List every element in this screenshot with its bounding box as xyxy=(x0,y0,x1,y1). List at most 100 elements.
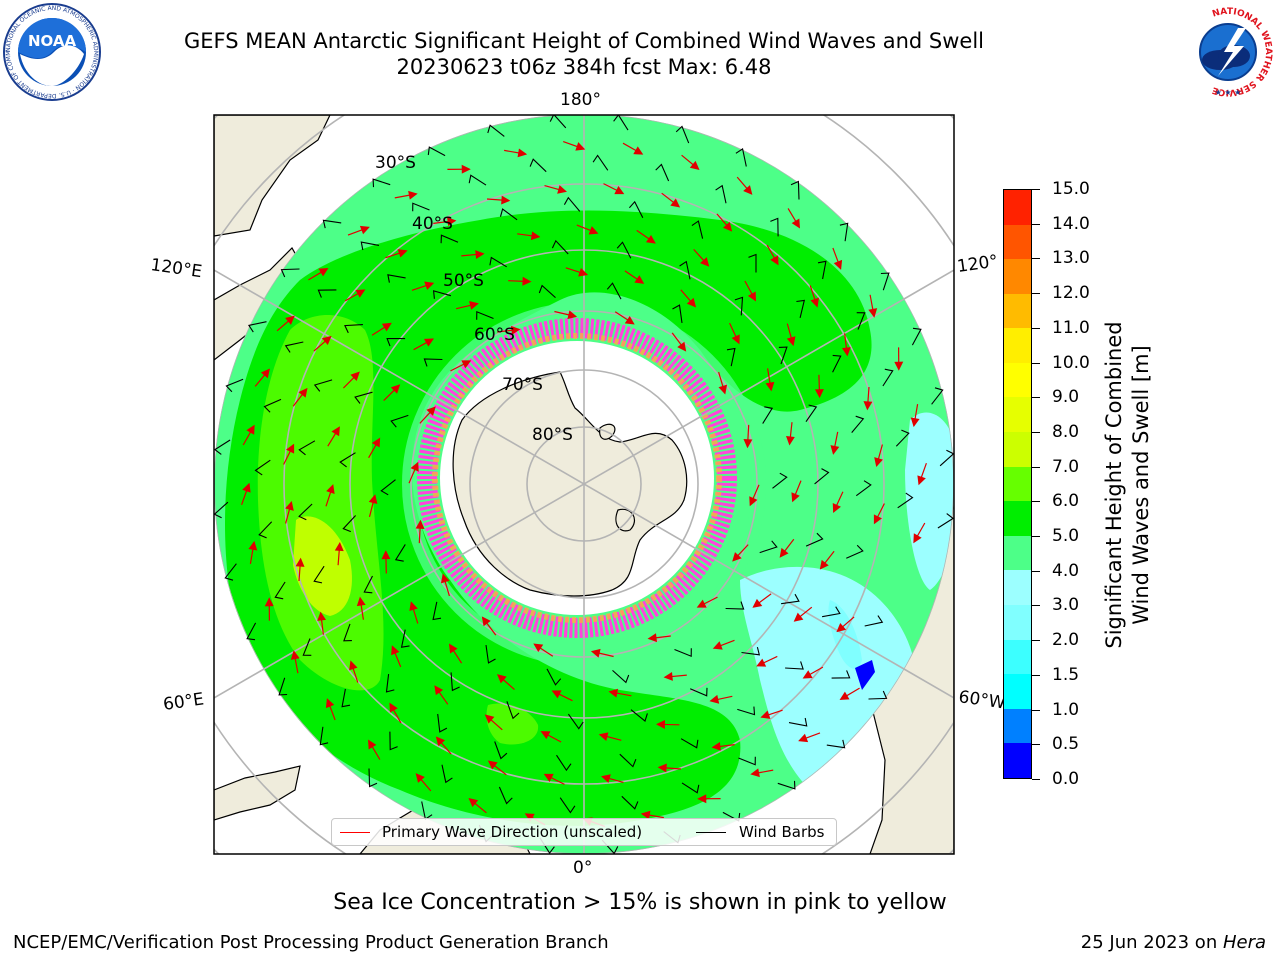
wind-barb xyxy=(551,239,569,255)
wave-arrow-head xyxy=(913,533,922,544)
wind-barb xyxy=(529,158,547,173)
wave-arrow-head xyxy=(832,503,841,514)
wave-arrow-head xyxy=(657,763,667,773)
colorbar-tick xyxy=(1032,327,1040,329)
wind-barb xyxy=(832,354,842,373)
map-legend: Primary Wave Direction (unscaled) Wind B… xyxy=(331,818,837,846)
wind-barb xyxy=(432,601,442,621)
wind-barb xyxy=(386,338,406,347)
wave-arrow-head xyxy=(590,648,601,658)
wave-arrow-head xyxy=(390,384,401,394)
wind-barb xyxy=(319,726,329,746)
wave-arrow-head xyxy=(863,401,873,411)
footer-credit: NCEP/EMC/Verification Post Processing Pr… xyxy=(13,932,609,953)
wave-arrow-head xyxy=(802,670,813,679)
colorbar-tick-label: 0.0 xyxy=(1052,769,1080,789)
wave-arrow-head xyxy=(779,547,789,558)
wave-arrow-head xyxy=(640,810,651,820)
wave-arrow-head xyxy=(647,633,658,643)
wave-arrow-head xyxy=(711,741,721,751)
wind-barb xyxy=(322,219,342,229)
wave-arrow-head xyxy=(424,281,435,290)
wind-barb xyxy=(777,780,796,790)
wave-arrow-head xyxy=(732,552,742,562)
wave-arrow-head xyxy=(290,650,300,660)
wave-direction-legend-label: Primary Wave Direction (unscaled) xyxy=(382,823,643,841)
wind-barb xyxy=(931,387,944,405)
graticule xyxy=(214,115,954,854)
wind-barb xyxy=(805,532,824,547)
wave-arrow-head xyxy=(819,559,829,570)
wind-barb xyxy=(563,196,581,212)
wave-arrow-head xyxy=(440,573,450,584)
colorbar-tick-label: 14.0 xyxy=(1052,213,1090,234)
wave-arrow-head xyxy=(839,691,850,700)
wave-arrow-head xyxy=(575,142,586,151)
wind-barb xyxy=(224,563,237,581)
wind-barb xyxy=(441,764,453,784)
wind-barb xyxy=(468,174,487,186)
wave-arrow-head xyxy=(540,731,551,740)
colorbar-tick xyxy=(1032,501,1040,503)
lat-label-70s: 70°S xyxy=(502,375,543,395)
wave-arrow-head xyxy=(874,457,883,467)
wave-arrow-head xyxy=(567,310,578,320)
wind-barb xyxy=(344,324,363,334)
wave-arrow-head xyxy=(910,417,920,428)
wind-barb xyxy=(302,638,312,656)
wind-barb xyxy=(368,768,378,788)
colorbar-segment xyxy=(1004,432,1031,467)
colorbar-tick xyxy=(1032,779,1040,780)
wave-arrow-head xyxy=(749,496,758,507)
wind-barb xyxy=(280,268,300,278)
wind-barb xyxy=(298,503,313,521)
wave-arrow-head xyxy=(760,710,771,719)
wind-barb xyxy=(363,575,373,594)
wave-arrow-head xyxy=(517,148,528,158)
wind-barb xyxy=(278,677,288,696)
wind-barb xyxy=(298,440,316,456)
colorbar-segment xyxy=(1004,397,1031,433)
wind-barb xyxy=(476,310,494,320)
nws-logo: NATIONAL WEATHER SERVICE ★ ★ ★ xyxy=(1180,4,1276,100)
wave-arrow-head xyxy=(434,685,444,696)
wave-arrow-head xyxy=(836,622,847,633)
lat-label-50s: 50°S xyxy=(443,271,484,291)
sea-ice-note: Sea Ice Concentration > 15% is shown in … xyxy=(333,890,947,915)
wind-barb xyxy=(506,701,520,720)
wave-arrow-head xyxy=(765,381,775,392)
wind-barb xyxy=(831,670,851,679)
wave-arrow-head xyxy=(873,514,882,525)
wind-barb xyxy=(817,260,827,280)
footer-host: Hera xyxy=(1222,932,1266,953)
wave-arrow-head xyxy=(246,424,255,435)
wave-arrow-head xyxy=(334,541,344,552)
wind-barb xyxy=(341,688,351,708)
wave-direction-legend-line xyxy=(340,832,370,833)
wind-barb xyxy=(839,222,849,242)
wave-arrow-head xyxy=(756,658,767,667)
wave-arrow-head xyxy=(368,739,377,750)
wave-arrow-head xyxy=(689,160,700,170)
colorbar-segment xyxy=(1004,605,1031,640)
colorbar-segment xyxy=(1004,743,1031,778)
wave-arrow-head xyxy=(381,550,391,560)
wave-arrow-head xyxy=(295,557,305,567)
wind-barb xyxy=(778,346,788,365)
lat-label-30s: 30°S xyxy=(375,153,416,173)
wave-arrow-head xyxy=(718,384,728,395)
wave-arrow-head xyxy=(448,643,458,654)
wind-barb-legend-label: Wind Barbs xyxy=(739,823,825,841)
wave-arrow-head xyxy=(260,368,270,379)
footer-date-text: 25 Jun 2023 on xyxy=(1080,932,1223,953)
wave-arrow-head xyxy=(359,225,370,235)
noaa-wordmark: NOAA xyxy=(28,32,77,50)
wave-arrow-head xyxy=(814,389,824,399)
wave-arrow-head xyxy=(712,641,723,650)
wave-arrow-head xyxy=(435,736,446,747)
wind-barb xyxy=(882,368,894,387)
wave-arrow-head xyxy=(697,794,707,804)
wind-barb xyxy=(762,406,774,424)
wind-barb xyxy=(385,674,395,693)
